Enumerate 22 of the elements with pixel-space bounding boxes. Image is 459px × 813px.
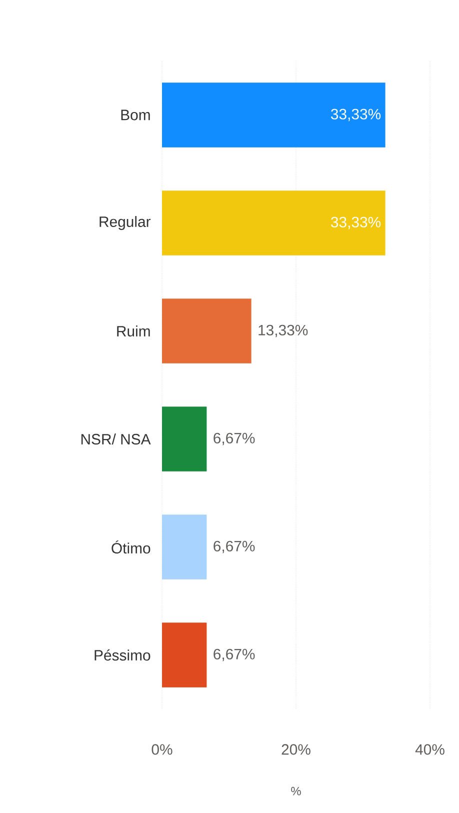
bar xyxy=(162,622,207,688)
y-tick-label: Bom xyxy=(121,110,150,120)
y-tick-label: Péssimo xyxy=(94,649,150,661)
data-label: 6,67% xyxy=(214,648,255,662)
y-tick-label: NSR/ NSA xyxy=(81,434,151,444)
data-label: 13,33% xyxy=(258,324,308,338)
y-tick-label: Regular xyxy=(100,216,151,230)
bar xyxy=(162,514,207,580)
data-label: 33,33% xyxy=(330,216,381,230)
bar xyxy=(162,190,386,256)
bar xyxy=(162,82,386,148)
data-label: 6,67% xyxy=(214,540,255,554)
data-label: 6,67% xyxy=(214,432,255,446)
y-tick-label: Ruim xyxy=(117,326,150,336)
bar xyxy=(162,406,207,472)
x-tick-label: 40% xyxy=(415,744,444,755)
bar xyxy=(162,298,252,364)
y-tick-label: Ótimo xyxy=(112,540,150,554)
data-label: 33,33% xyxy=(330,108,381,122)
x-axis-title: % xyxy=(291,786,301,796)
x-tick-label: 20% xyxy=(282,744,310,755)
x-tick-label: 0% xyxy=(152,744,172,755)
